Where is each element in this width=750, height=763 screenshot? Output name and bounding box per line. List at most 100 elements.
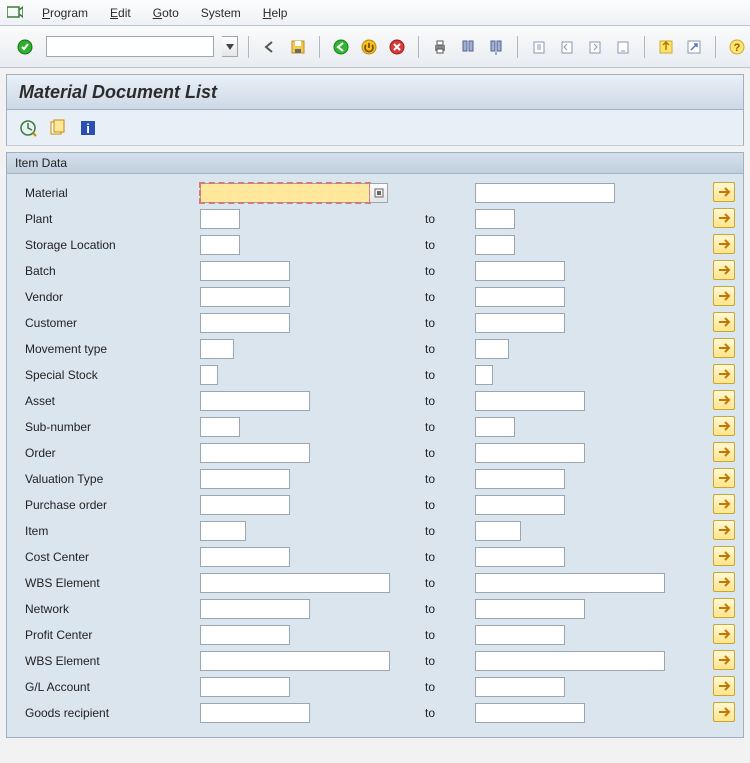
- menu-program[interactable]: Program: [38, 4, 92, 22]
- help-icon[interactable]: ?: [726, 36, 748, 58]
- item-data-group: Item Data MaterialPlanttoStorage Locatio…: [6, 152, 744, 738]
- to-input[interactable]: [475, 443, 585, 463]
- value-help-icon[interactable]: [370, 183, 388, 203]
- from-input[interactable]: [200, 183, 370, 203]
- exit-icon[interactable]: [358, 36, 380, 58]
- to-input[interactable]: [475, 703, 585, 723]
- multiple-selection-icon[interactable]: [713, 234, 735, 254]
- from-input[interactable]: [200, 521, 246, 541]
- from-input[interactable]: [200, 365, 218, 385]
- multiple-selection-icon[interactable]: [713, 572, 735, 592]
- to-input[interactable]: [475, 469, 565, 489]
- multiple-selection-icon[interactable]: [713, 702, 735, 722]
- multiple-selection-icon[interactable]: [713, 286, 735, 306]
- multiple-selection-icon[interactable]: [713, 546, 735, 566]
- from-input[interactable]: [200, 651, 390, 671]
- find-icon[interactable]: [457, 36, 479, 58]
- from-input[interactable]: [200, 599, 310, 619]
- prev-page-icon[interactable]: [556, 36, 578, 58]
- multiple-selection-icon[interactable]: [713, 650, 735, 670]
- to-input[interactable]: [475, 287, 565, 307]
- to-input[interactable]: [475, 651, 665, 671]
- to-label: to: [425, 342, 475, 356]
- field-label: Vendor: [25, 290, 200, 304]
- multiple-selection-icon[interactable]: [713, 676, 735, 696]
- to-label: to: [425, 628, 475, 642]
- multiple-selection-icon[interactable]: [713, 312, 735, 332]
- last-page-icon[interactable]: [612, 36, 634, 58]
- to-input[interactable]: [475, 547, 565, 567]
- field-label: Item: [25, 524, 200, 538]
- save-icon[interactable]: [287, 36, 309, 58]
- cancel-icon[interactable]: [386, 36, 408, 58]
- field-row: Purchase orderto: [7, 492, 743, 518]
- from-input[interactable]: [200, 209, 240, 229]
- to-input[interactable]: [475, 625, 565, 645]
- from-input[interactable]: [200, 261, 290, 281]
- multiple-selection-icon[interactable]: [713, 520, 735, 540]
- multiple-selection-icon[interactable]: [713, 364, 735, 384]
- to-input[interactable]: [475, 235, 515, 255]
- multiple-selection-icon[interactable]: [713, 494, 735, 514]
- first-page-icon[interactable]: [528, 36, 550, 58]
- from-input[interactable]: [200, 547, 290, 567]
- command-field[interactable]: [46, 36, 214, 57]
- multiple-selection-icon[interactable]: [713, 260, 735, 280]
- from-input[interactable]: [200, 443, 310, 463]
- execute-icon[interactable]: [17, 117, 39, 139]
- menu-system[interactable]: System: [197, 4, 245, 22]
- multiple-selection-icon[interactable]: [713, 208, 735, 228]
- info-icon[interactable]: i: [77, 117, 99, 139]
- to-input[interactable]: [475, 599, 585, 619]
- from-input[interactable]: [200, 417, 240, 437]
- multiple-selection-icon[interactable]: [713, 182, 735, 202]
- to-input[interactable]: [475, 495, 565, 515]
- to-input[interactable]: [475, 313, 565, 333]
- to-input[interactable]: [475, 677, 565, 697]
- menu-edit[interactable]: Edit: [106, 4, 135, 22]
- find-next-icon[interactable]: [485, 36, 507, 58]
- print-icon[interactable]: [429, 36, 451, 58]
- to-input[interactable]: [475, 183, 615, 203]
- from-input[interactable]: [200, 573, 390, 593]
- multiple-selection-icon[interactable]: [713, 598, 735, 618]
- menu-goto[interactable]: Goto: [149, 4, 183, 22]
- to-input[interactable]: [475, 521, 521, 541]
- field-row: Assetto: [7, 388, 743, 414]
- next-page-icon[interactable]: [584, 36, 606, 58]
- enter-icon[interactable]: [14, 36, 36, 58]
- to-input[interactable]: [475, 391, 585, 411]
- to-label: to: [425, 680, 475, 694]
- to-input[interactable]: [475, 261, 565, 281]
- to-input[interactable]: [475, 209, 515, 229]
- shortcut-icon[interactable]: [683, 36, 705, 58]
- multiple-selection-icon[interactable]: [713, 338, 735, 358]
- multiple-selection-icon[interactable]: [713, 416, 735, 436]
- multiple-selection-icon[interactable]: [713, 390, 735, 410]
- from-input[interactable]: [200, 703, 310, 723]
- from-input[interactable]: [200, 391, 310, 411]
- get-variant-icon[interactable]: [47, 117, 69, 139]
- to-input[interactable]: [475, 365, 493, 385]
- command-history-icon[interactable]: [222, 36, 238, 57]
- to-input[interactable]: [475, 417, 515, 437]
- to-input[interactable]: [475, 339, 509, 359]
- from-input[interactable]: [200, 235, 240, 255]
- multiple-selection-icon[interactable]: [713, 468, 735, 488]
- new-session-icon[interactable]: [655, 36, 677, 58]
- from-input[interactable]: [200, 495, 290, 515]
- field-label: Network: [25, 602, 200, 616]
- from-input[interactable]: [200, 469, 290, 489]
- from-input[interactable]: [200, 677, 290, 697]
- back-green-icon[interactable]: [330, 36, 352, 58]
- back-icon[interactable]: [259, 36, 281, 58]
- system-menu-icon[interactable]: [6, 4, 24, 22]
- from-input[interactable]: [200, 625, 290, 645]
- multiple-selection-icon[interactable]: [713, 442, 735, 462]
- to-input[interactable]: [475, 573, 665, 593]
- from-input[interactable]: [200, 313, 290, 333]
- from-input[interactable]: [200, 339, 234, 359]
- menu-help[interactable]: Help: [259, 4, 292, 22]
- multiple-selection-icon[interactable]: [713, 624, 735, 644]
- from-input[interactable]: [200, 287, 290, 307]
